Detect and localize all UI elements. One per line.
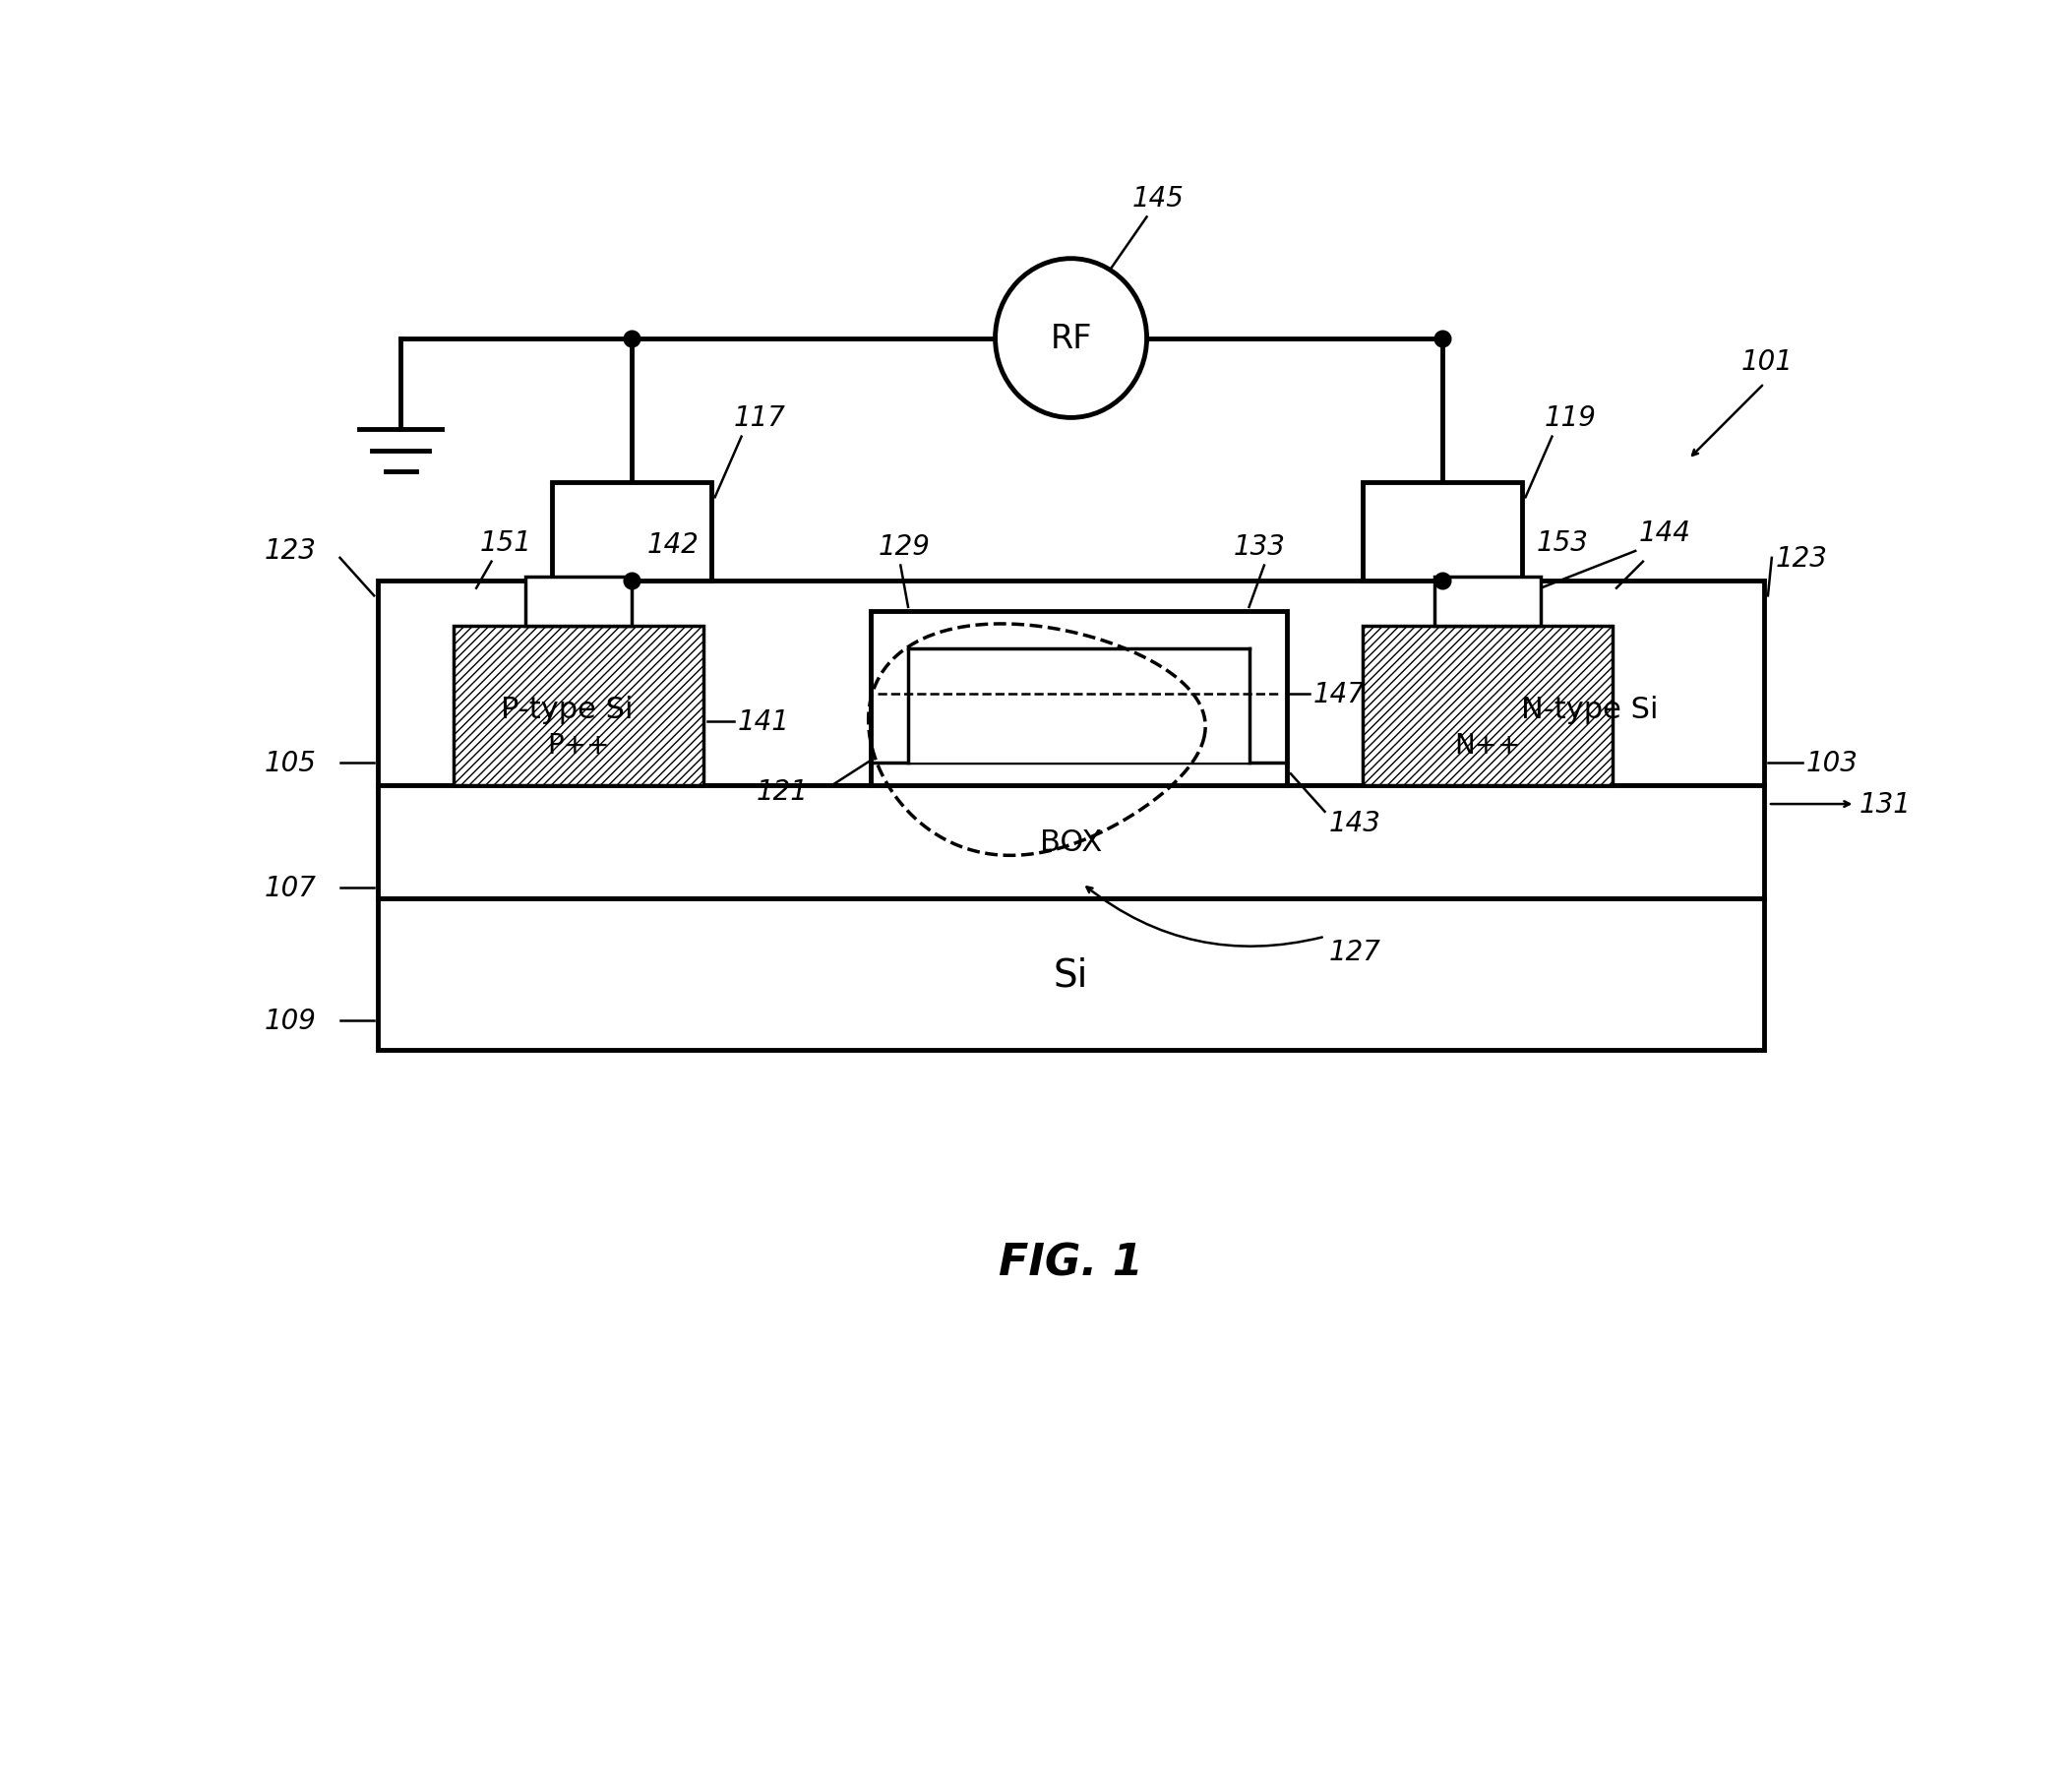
Text: 121: 121 [756, 778, 808, 805]
Bar [1363, 627, 1612, 785]
Text: 117: 117 [733, 405, 785, 432]
Text: 142: 142 [646, 531, 698, 559]
Text: 101: 101 [1740, 348, 1794, 375]
Bar [377, 899, 1763, 1051]
Text: 133: 133 [1233, 533, 1287, 561]
Text: N-type Si: N-type Si [1521, 696, 1658, 725]
Text: RF: RF [1051, 323, 1092, 355]
Text: 144: 144 [1639, 519, 1691, 547]
Bar [1363, 483, 1521, 581]
Text: P++: P++ [547, 732, 609, 758]
Bar [377, 581, 1763, 785]
Text: 123: 123 [1776, 545, 1828, 572]
Bar [454, 627, 704, 785]
Text: 151: 151 [481, 529, 533, 558]
Text: 107: 107 [265, 874, 317, 902]
Text: 141: 141 [738, 709, 789, 735]
Text: BOX: BOX [1040, 828, 1102, 856]
Bar [551, 483, 711, 581]
Text: N++: N++ [1455, 732, 1521, 758]
Ellipse shape [995, 259, 1146, 419]
Text: 153: 153 [1537, 529, 1589, 558]
Text: Si: Si [1053, 955, 1088, 993]
Text: 145: 145 [1131, 185, 1183, 213]
Bar [1434, 577, 1542, 627]
Text: 131: 131 [1859, 790, 1910, 819]
Text: 129: 129 [879, 533, 930, 561]
Text: 147: 147 [1314, 680, 1365, 709]
Text: 119: 119 [1544, 405, 1598, 432]
Text: 103: 103 [1807, 749, 1859, 776]
Text: FIG. 1: FIG. 1 [999, 1241, 1144, 1284]
Text: 123: 123 [265, 536, 317, 565]
Bar [870, 611, 1287, 785]
Text: 127: 127 [1328, 938, 1380, 966]
Bar [377, 785, 1763, 899]
Text: 109: 109 [265, 1007, 317, 1034]
Bar [908, 650, 1249, 764]
Text: 105: 105 [265, 749, 317, 776]
Text: P-type Si: P-type Si [501, 696, 634, 725]
Bar [526, 577, 632, 627]
Text: 143: 143 [1328, 810, 1380, 836]
